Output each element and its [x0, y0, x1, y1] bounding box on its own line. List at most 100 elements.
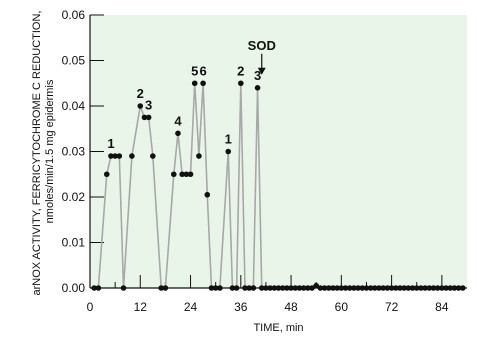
- data-point: [229, 285, 236, 291]
- y-axis-title: arNOX ACTIVITY, FERRICYTOCHROME C REDUCT…: [31, 7, 56, 295]
- data-point: [129, 153, 135, 159]
- data-point: [150, 153, 156, 159]
- data-point: [325, 285, 332, 291]
- data-point: [392, 285, 399, 291]
- peak-label: 2: [137, 86, 144, 101]
- data-point: [183, 171, 190, 178]
- data-point: [426, 285, 433, 291]
- x-axis-title: TIME, min: [253, 322, 303, 334]
- data-point: [254, 85, 261, 91]
- data-point: [279, 285, 286, 291]
- data-point: [225, 148, 232, 155]
- data-point: [191, 80, 198, 87]
- data-point: [95, 285, 102, 291]
- y-axis-title-line-2: nmoles/min/1.5 mg epidermis: [44, 79, 56, 223]
- y-tick-label: 0.02: [62, 190, 86, 204]
- data-point: [212, 285, 219, 291]
- data-point: [338, 285, 345, 291]
- peak-label: 3: [254, 68, 261, 83]
- data-point: [250, 285, 257, 291]
- data-point: [116, 153, 123, 159]
- data-point: [141, 114, 148, 121]
- data-point: [271, 285, 278, 291]
- data-point: [321, 285, 328, 291]
- data-point: [422, 285, 428, 291]
- data-point: [455, 285, 462, 291]
- y-axis-title-line-1: arNOX ACTIVITY, FERRICYTOCHROME C REDUCT…: [31, 11, 43, 296]
- data-point: [208, 285, 215, 291]
- y-tick-label: 0.03: [62, 145, 86, 159]
- data-point: [204, 191, 211, 198]
- data-point: [242, 285, 248, 291]
- x-tick-label: 0: [87, 300, 94, 314]
- plot-area: [90, 15, 467, 288]
- data-point: [187, 171, 194, 178]
- data-point: [258, 285, 265, 291]
- data-point: [397, 285, 403, 291]
- x-tick-label: 36: [234, 300, 248, 314]
- x-tick-label: 48: [284, 300, 298, 314]
- x-tick-label: 72: [385, 300, 399, 314]
- data-point: [418, 285, 424, 291]
- sod-arrow-head: [257, 67, 266, 75]
- peak-label: 3: [145, 97, 152, 112]
- data-point: [334, 285, 340, 291]
- data-point: [317, 285, 324, 291]
- data-point: [112, 153, 118, 159]
- x-tick-label: 84: [435, 300, 449, 314]
- data-point: [196, 153, 202, 159]
- peak-label: 6: [199, 63, 206, 78]
- data-point: [363, 285, 370, 291]
- data-point: [137, 103, 144, 109]
- data-point: [342, 285, 349, 291]
- axes: 0.000.010.020.030.040.050.060 12 24 36 48 60 7…: [62, 8, 467, 314]
- series-layer: [91, 80, 466, 291]
- data-point: [380, 285, 387, 291]
- data-point: [384, 285, 391, 291]
- data-point: [246, 285, 252, 291]
- data-point: [372, 285, 378, 291]
- data-point: [401, 285, 407, 291]
- data-point: [200, 80, 206, 87]
- data-point: [103, 171, 110, 178]
- peak-label: 5: [191, 63, 198, 78]
- data-point: [351, 285, 357, 291]
- data-point: [388, 285, 395, 291]
- y-tick-label: 0.06: [62, 8, 86, 22]
- data-point: [409, 285, 416, 291]
- data-point: [434, 285, 441, 291]
- peak-label: 1: [107, 136, 114, 151]
- data-point: [120, 285, 127, 291]
- data-point: [443, 285, 449, 291]
- data-point: [233, 285, 240, 291]
- data-point: [309, 285, 315, 291]
- data-point: [330, 285, 336, 291]
- data-point: [108, 153, 114, 159]
- data-point: [305, 285, 311, 291]
- data-point: [376, 285, 382, 291]
- data-point: [284, 285, 290, 291]
- data-point: [439, 285, 445, 291]
- data-point: [170, 171, 177, 178]
- data-point: [346, 285, 353, 291]
- peak-label: 1: [225, 132, 232, 147]
- peak-label: 2: [237, 63, 244, 78]
- data-point: [405, 285, 412, 291]
- data-point: [158, 285, 165, 291]
- data-point: [430, 285, 437, 291]
- data-point: [267, 285, 273, 291]
- data-point: [217, 285, 223, 291]
- data-point: [288, 285, 294, 291]
- data-point: [300, 285, 307, 291]
- data-point: [292, 285, 299, 291]
- data-point: [162, 285, 169, 291]
- data-point: [451, 285, 458, 291]
- data-point: [238, 80, 244, 87]
- data-point: [296, 285, 303, 291]
- data-point: [175, 130, 181, 137]
- y-tick-label: 0.01: [62, 236, 86, 250]
- x-tick-label: 24: [184, 300, 198, 314]
